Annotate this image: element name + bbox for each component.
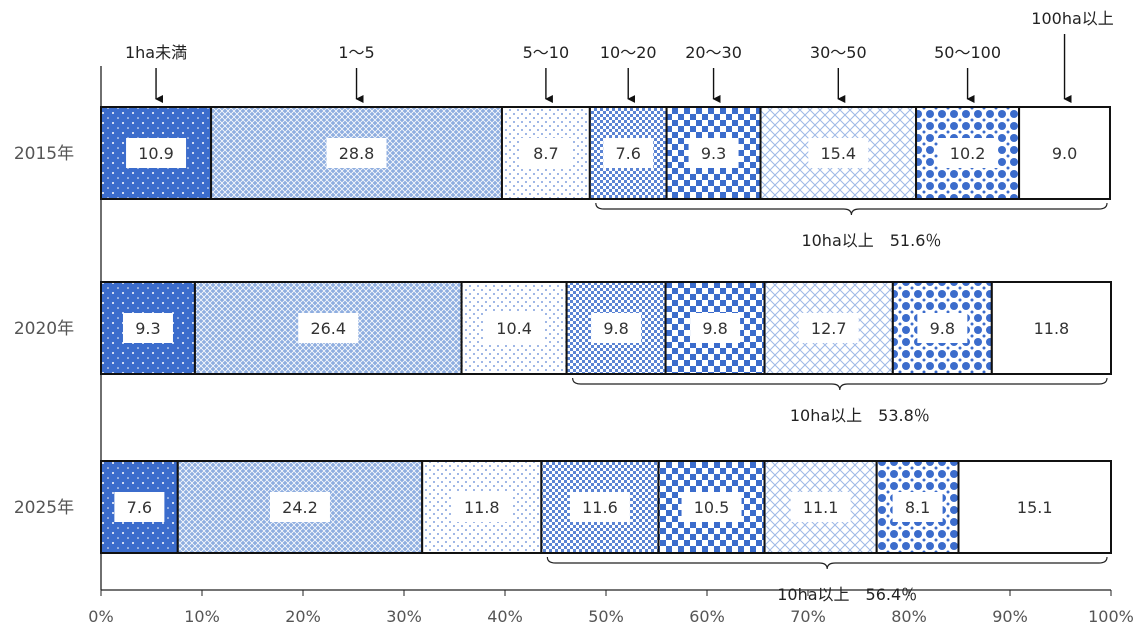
value-label: 11.6 [582,498,618,517]
value-label-bg [326,138,387,168]
value-label: 28.8 [339,144,375,163]
value-label-bg [591,313,642,343]
value-label: 9.3 [701,144,726,163]
category-label: 2025年 [14,498,74,518]
series-label: 1ha未満 [125,43,187,62]
value-label-bg [603,138,654,168]
value-label: 11.1 [803,498,839,517]
value-label-bg [690,313,741,343]
value-label-bg [484,313,545,343]
annotation-10ha-plus: 10ha以上 51.6％ [801,231,941,250]
value-label: 12.7 [811,319,847,338]
series-label: 30～50 [810,43,867,62]
value-label: 26.4 [310,319,346,338]
category-label: 2020年 [14,319,74,339]
annotation-10ha-plus: 10ha以上 56.4％ [777,585,917,604]
value-label: 10.2 [950,144,986,163]
value-label-bg [681,492,742,522]
value-label: 10.4 [496,319,532,338]
x-tick-label: 100% [1088,607,1134,626]
series-label: 20～30 [685,43,742,62]
annotation-10ha-plus: 10ha以上 53.8％ [790,406,930,425]
value-label: 7.6 [127,498,152,517]
value-label-bg [451,492,512,522]
category-label: 2015年 [14,144,74,164]
value-label-bg [808,138,869,168]
value-label: 10.5 [694,498,730,517]
x-tick-label: 50% [588,607,624,626]
x-tick-label: 60% [689,607,725,626]
x-tick-label: 30% [386,607,422,626]
value-label: 8.7 [533,144,558,163]
value-label-bg [122,313,173,343]
value-label-bg [114,492,165,522]
x-tick-label: 80% [891,607,927,626]
bar-segment [1018,106,1111,200]
value-label: 11.8 [464,498,500,517]
x-tick-label: 0% [88,607,113,626]
bar-segment [957,460,1112,554]
value-label-bg [798,313,859,343]
value-label-bg [937,138,998,168]
value-label: 9.8 [702,319,727,338]
series-label: 10～20 [600,43,657,62]
value-label-bg [269,492,330,522]
value-label-bg [790,492,851,522]
value-label: 8.1 [905,498,930,517]
brace-10ha-plus [595,202,1108,216]
value-label: 24.2 [282,498,318,517]
value-label: 11.8 [1034,319,1070,338]
value-label-bg [688,138,739,168]
value-label: 9.8 [603,319,628,338]
brace-10ha-plus [546,556,1108,570]
value-label-bg [520,138,571,168]
x-tick-label: 70% [790,607,826,626]
x-tick-label: 40% [487,607,523,626]
brace-10ha-plus [572,377,1108,391]
x-tick-label: 90% [992,607,1028,626]
bar-segment [990,281,1113,375]
value-label: 7.6 [615,144,640,163]
x-tick-label: 10% [184,607,220,626]
value-label: 10.9 [138,144,174,163]
series-label: 100ha以上 [1031,9,1114,28]
value-label: 15.1 [1017,498,1053,517]
value-label-bg [298,313,359,343]
x-tick-label: 20% [285,607,321,626]
value-label: 9.0 [1052,144,1077,163]
value-label: 9.3 [135,319,160,338]
value-label: 15.4 [820,144,856,163]
value-label-bg [892,492,943,522]
series-label: 5～10 [523,43,570,62]
value-label-bg [917,313,968,343]
series-label: 1～5 [338,43,374,62]
value-label-bg [126,138,187,168]
series-label: 50～100 [934,43,1001,62]
value-label-bg [569,492,630,522]
value-label: 9.8 [930,319,955,338]
